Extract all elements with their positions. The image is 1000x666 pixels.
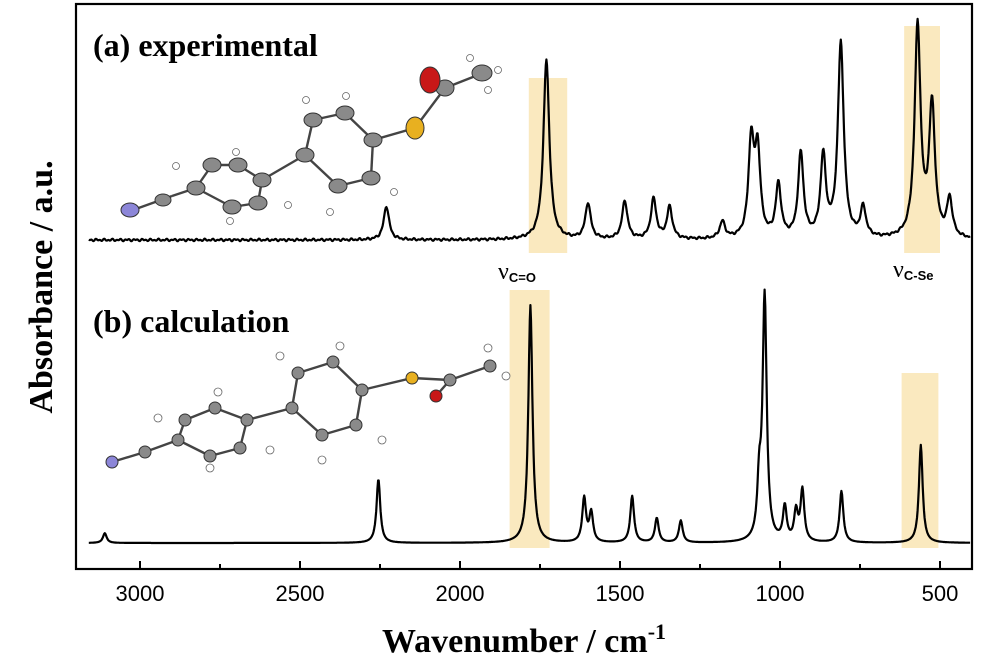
x-tick-label: 1500	[596, 581, 645, 606]
band-label-cse-symbol: ν	[893, 257, 904, 283]
x-axis-label: Wavenumber / cm-1	[382, 619, 666, 660]
y-axis-label: Absorbance / a.u.	[23, 160, 60, 413]
molecule-structure-calculation	[105, 341, 511, 473]
band-label-cse-subscript: C-Se	[904, 268, 934, 283]
highlight-bands	[509, 26, 940, 548]
x-tick-label: 2000	[436, 581, 485, 606]
x-tick-label: 3000	[116, 581, 165, 606]
band-label-co: νC=O	[498, 259, 536, 285]
x-axis-ticks: 3000 2500 2000 1500 1000 500	[116, 561, 959, 606]
panel-label-a: (a) experimental	[93, 27, 318, 63]
spectrum-experimental	[88, 17, 971, 243]
x-axis-label-superscript: -1	[648, 619, 666, 644]
x-tick-label: 1000	[756, 581, 805, 606]
x-tick-label: 2500	[276, 581, 325, 606]
band-label-co-symbol: ν	[498, 259, 509, 285]
band-label-cse: νC-Se	[893, 257, 933, 283]
panel-label-b: (b) calculation	[93, 303, 290, 339]
spectrum-calculation	[88, 288, 971, 545]
band-label-co-subscript: C=O	[509, 270, 536, 285]
x-tick-label: 500	[922, 581, 959, 606]
plot-frame	[74, 2, 974, 571]
x-axis-label-text: Wavenumber / cm	[382, 623, 648, 660]
molecule-structure-experimental	[120, 54, 502, 225]
